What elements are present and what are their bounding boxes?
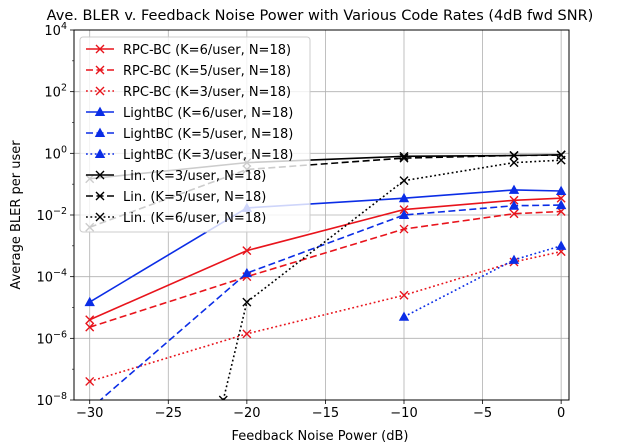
legend-marker [94,127,106,137]
data-point [399,224,409,234]
data-point [241,267,253,278]
y-tick-label: 10−2 [36,206,67,224]
legend-entry: LightBC (K=6/user, N=18) [86,106,293,121]
data-point [242,297,252,307]
legend-marker [94,106,106,116]
legend-label: RPC-BC (K=6/user, N=18) [123,43,291,58]
series-line [99,204,562,400]
legend-label: Lin. (K=6/user, N=18) [123,211,266,226]
axis-ticks: −30 −25 −20 −15 −10 −5 0 10−8 10−6 10−4 10−2 100 102… [36,21,565,421]
data-point [399,205,409,215]
legend-marker [95,212,105,222]
series-3 [85,247,566,386]
x-axis-label: Feedback Noise Power (dB) [232,429,409,444]
legend: RPC-BC (K=6/user, N=18) RPC-BC (K=5/user,… [79,36,311,233]
legend-marker [95,86,105,96]
legend-entry: RPC-BC (K=3/user, N=18) [86,85,291,100]
series-5 [99,199,567,400]
data-point [509,209,519,219]
legend-marker [95,191,105,201]
y-tick-label: 100 [44,144,67,162]
data-point [556,193,566,203]
data-point [508,200,520,210]
chart-title: Ave. BLER v. Feedback Noise Power with V… [47,8,594,24]
legend-marker [95,65,105,75]
y-tick-label: 10−6 [36,329,67,347]
data-point [555,199,567,210]
legend-label: Lin. (K=3/user, N=18) [123,169,266,184]
data-point [398,209,410,219]
series-1 [85,193,566,325]
legend-entry: LightBC (K=5/user, N=18) [86,127,293,142]
data-point [85,376,95,386]
y-tick-label: 10−8 [36,391,67,409]
x-tick-label: −10 [390,406,417,421]
series-9 [218,155,566,400]
data-point [398,192,410,203]
legend-entry: Lin. (K=3/user, N=18) [86,169,266,184]
legend-label: LightBC (K=3/user, N=18) [123,148,293,163]
legend-entry: RPC-BC (K=5/user, N=18) [86,64,291,79]
legend-entry: LightBC (K=3/user, N=18) [86,148,293,163]
legend-label: Lin. (K=5/user, N=18) [123,190,266,205]
legend-entry: Lin. (K=5/user, N=18) [86,190,266,205]
data-point [218,395,228,400]
data-point [509,151,519,161]
data-point [399,153,409,163]
data-point [508,254,520,264]
legend-label: RPC-BC (K=3/user, N=18) [123,85,291,100]
data-point [399,290,409,300]
data-point [85,322,95,332]
data-point [508,184,520,194]
x-tick-label: −25 [155,406,182,421]
legend-label: LightBC (K=6/user, N=18) [123,106,293,121]
data-point [84,296,95,307]
series-6 [398,240,567,321]
data-point [509,158,519,168]
data-point [398,311,410,321]
y-tick-label: 104 [44,21,67,39]
data-point [555,240,567,250]
legend-entry: RPC-BC (K=6/user, N=18) [86,43,291,58]
data-point [242,246,252,256]
x-tick-label: −20 [233,406,260,421]
legend-marker [94,148,106,158]
data-point [399,151,409,161]
data-point [85,315,95,325]
legend-marker [95,44,105,54]
legend-label: LightBC (K=5/user, N=18) [123,127,293,142]
legend-entry: Lin. (K=6/user, N=18) [86,211,266,226]
data-point [242,329,252,339]
y-axis-label: Average BLER per user [9,140,24,290]
legend-marker [95,170,105,180]
x-tick-label: −5 [473,406,492,421]
data-point [556,155,566,165]
data-point [399,176,409,186]
x-tick-label: −30 [76,406,103,421]
x-tick-label: −15 [312,406,339,421]
y-tick-label: 102 [44,83,67,101]
y-tick-label: 10−4 [36,268,67,286]
data-point [555,185,567,196]
data-point [509,195,519,205]
legend-box [79,36,311,233]
legend-label: RPC-BC (K=5/user, N=18) [123,64,291,79]
x-tick-label: 0 [557,406,565,421]
